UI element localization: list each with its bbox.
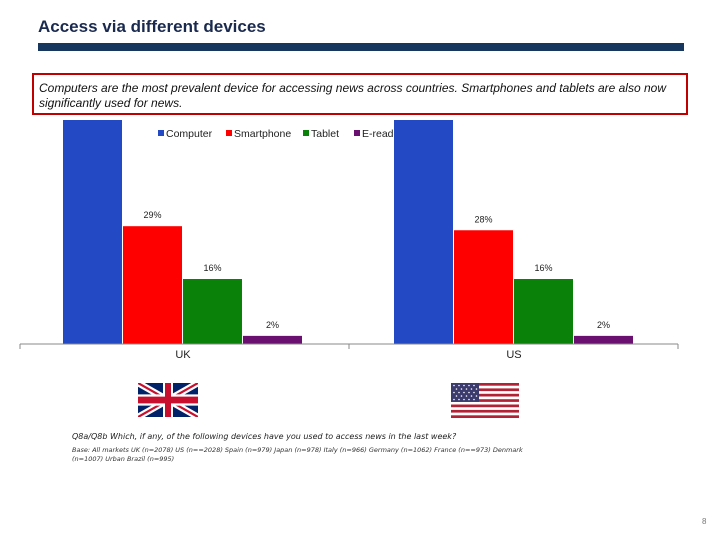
legend-swatch-tablet (303, 130, 309, 136)
data-label-uk-tablet: 16% (203, 263, 221, 273)
data-label-uk-e-reader: 2% (266, 320, 279, 330)
legend-swatch-computer (158, 130, 164, 136)
survey-question-note: Q8a/Q8b Which, if any, of the following … (72, 432, 457, 441)
data-label-us-e-reader: 2% (597, 320, 610, 330)
bar-uk-e-reader (243, 335, 302, 344)
legend-swatch-e-reader (354, 130, 360, 136)
bar-us-e-reader (574, 335, 633, 344)
uk-flag-icon (138, 383, 198, 417)
x-tick-label-us: US (506, 349, 521, 361)
bar-uk-smartphone (123, 226, 182, 344)
sample-base-note: Base: All markets UK (n=2078) US (n==202… (72, 446, 523, 463)
legend-label-e-reader: E-reader (362, 128, 403, 140)
us-flag-icon (451, 383, 519, 418)
bar-uk-tablet (183, 279, 242, 344)
bar-us-computer (394, 120, 453, 344)
legend-label-computer: Computer (166, 128, 213, 140)
slide-title: Access via different devices (38, 17, 266, 36)
data-label-us-smartphone: 28% (474, 214, 492, 224)
bar-us-smartphone (454, 230, 513, 344)
bar-uk-computer (63, 120, 122, 344)
chart-bars: 67%29%16%2%71%28%16%2% (63, 120, 633, 344)
title-divider (38, 43, 684, 51)
legend-label-tablet: Tablet (311, 128, 339, 140)
x-tick-label-uk: UK (175, 349, 191, 361)
legend-label-smartphone: Smartphone (234, 128, 291, 140)
chart-legend: Computer Smartphone Tablet E-reader (158, 128, 403, 140)
page-number: 8 (702, 517, 707, 526)
legend-swatch-smartphone (226, 130, 232, 136)
key-finding-callout: Computers are the most prevalent device … (32, 73, 688, 115)
data-label-uk-smartphone: 29% (143, 210, 161, 220)
data-label-us-tablet: 16% (534, 263, 552, 273)
x-axis-ticks: UK US (19, 344, 679, 361)
bar-us-tablet (514, 279, 573, 344)
